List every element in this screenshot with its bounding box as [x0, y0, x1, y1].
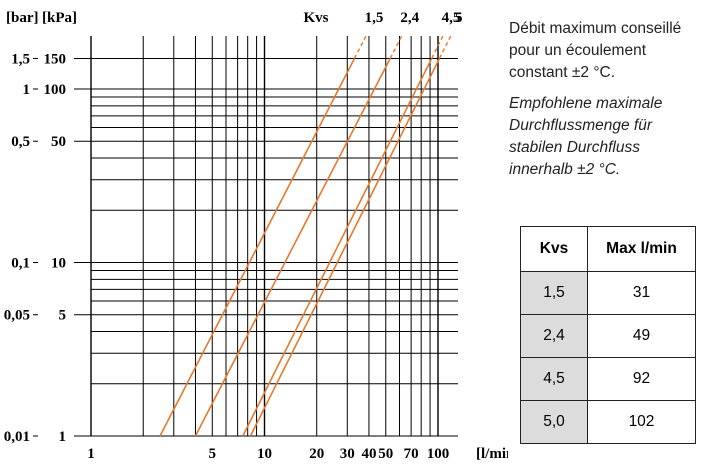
y-unit-label-bar: [bar] [6, 10, 39, 26]
y-tick-label-kpa: 150 [44, 51, 67, 67]
kvs-curve-label: 4,5 [442, 10, 461, 26]
kvs-curve [194, 58, 391, 437]
y-tick-label-bar: 1 [23, 82, 31, 98]
german-description: Empfohlene maximale Durchflussmenge für … [509, 95, 663, 178]
kvs-cell: 1,5 [520, 271, 588, 315]
table-row: 5,0 102 [520, 400, 696, 444]
y-tick-label-bar: 0,01 [4, 429, 30, 445]
table-row: 2,4 49 [520, 314, 696, 358]
x-tick-label: 30 [340, 446, 355, 462]
kvs-cell: 2,4 [520, 314, 588, 358]
y-tick-label-kpa: 100 [44, 82, 67, 98]
kvs-table-header: Kvs Max l/min [520, 226, 696, 272]
kvs-curve-extension [389, 35, 403, 59]
kvs-cell: 4,5 [520, 357, 588, 401]
kvs-header: Kvs [520, 226, 588, 272]
x-tick-label: 10 [257, 446, 272, 462]
kvs-curve [159, 58, 356, 437]
y-tick-label-bar: 0,1 [11, 256, 30, 272]
kvs-curve-label: 2,4 [400, 10, 419, 26]
kvs-curve-label: 5 [455, 10, 463, 26]
kvs-legend-header: Kvs [303, 10, 328, 26]
y-unit-label-kpa: [kPa] [42, 10, 77, 26]
kvs-curve-extension [353, 35, 367, 59]
info-text: Débit maximum conseillé pour un écouleme… [509, 18, 704, 181]
table-row: 1,5 31 [520, 271, 696, 315]
y-tick-label-bar: 1,5 [11, 51, 30, 67]
y-tick-label-kpa: 50 [51, 134, 66, 150]
x-unit-label: [l/min] [476, 446, 508, 462]
max-flow-cell: 92 [587, 357, 696, 401]
max-flow-header: Max l/min [587, 226, 696, 272]
kvs-curve [242, 58, 433, 437]
kvs-cell: 5,0 [520, 400, 588, 444]
french-description: Débit maximum conseillé pour un écouleme… [509, 20, 682, 81]
max-flow-cell: 102 [587, 400, 696, 444]
y-tick-label-kpa: 10 [51, 256, 66, 272]
x-tick-label: 20 [309, 446, 324, 462]
y-tick-label-bar: 0,05 [4, 308, 30, 324]
max-flow-cell: 49 [587, 314, 696, 358]
x-tick-label: 5 [209, 446, 217, 462]
table-row: 4,5 92 [520, 357, 696, 401]
x-tick-label: 50 [378, 446, 393, 462]
kvs-table: Kvs Max l/min 1,5 31 2,4 49 4,5 92 5,0 1… [520, 226, 696, 444]
y-tick-label-bar: 0,5 [11, 134, 30, 150]
y-tick-label-kpa: 1 [59, 429, 67, 445]
kvs-curve [249, 58, 441, 437]
max-flow-cell: 31 [587, 271, 696, 315]
x-tick-label: 100 [427, 446, 450, 462]
x-tick-label: 40 [361, 446, 376, 462]
x-tick-label: 1 [87, 446, 95, 462]
x-tick-label: 70 [404, 446, 419, 462]
kvs-curve-label: 1,5 [365, 10, 384, 26]
y-tick-label-kpa: 5 [59, 308, 67, 324]
